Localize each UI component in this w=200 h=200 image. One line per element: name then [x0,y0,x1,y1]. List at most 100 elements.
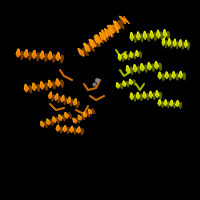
Polygon shape [136,51,139,57]
Polygon shape [91,109,95,114]
Polygon shape [56,125,60,131]
Polygon shape [114,21,124,28]
Polygon shape [52,54,56,62]
Polygon shape [184,40,187,48]
Polygon shape [124,53,127,59]
Polygon shape [157,30,160,38]
Polygon shape [149,91,152,98]
Polygon shape [173,102,176,108]
Polygon shape [137,66,140,74]
Polygon shape [172,72,175,79]
Polygon shape [138,51,142,58]
Polygon shape [73,118,76,123]
Polygon shape [83,112,87,117]
Polygon shape [28,52,32,60]
Polygon shape [67,97,70,104]
Polygon shape [108,25,118,33]
Polygon shape [61,95,64,102]
Polygon shape [76,101,79,108]
Polygon shape [159,92,162,99]
Polygon shape [179,40,182,47]
Polygon shape [82,48,89,56]
Polygon shape [133,34,137,42]
Polygon shape [36,84,40,92]
Polygon shape [126,81,129,87]
Polygon shape [175,73,179,80]
Polygon shape [44,83,48,90]
Polygon shape [158,72,161,79]
Polygon shape [98,36,103,43]
Polygon shape [187,42,190,50]
Polygon shape [168,73,172,80]
Polygon shape [53,117,56,123]
Polygon shape [36,53,40,61]
Polygon shape [70,100,73,106]
Polygon shape [151,64,155,72]
Polygon shape [156,91,159,98]
Polygon shape [101,30,108,40]
Polygon shape [179,102,182,109]
Polygon shape [179,71,182,78]
Polygon shape [44,53,48,62]
Polygon shape [140,94,143,101]
Polygon shape [164,100,167,106]
Polygon shape [153,32,157,41]
Polygon shape [88,43,95,51]
Polygon shape [118,54,121,61]
Polygon shape [143,31,147,40]
Polygon shape [99,32,105,40]
Polygon shape [129,79,133,85]
Polygon shape [41,121,44,127]
Polygon shape [146,93,149,100]
Polygon shape [40,51,44,59]
Polygon shape [56,52,60,61]
Polygon shape [167,102,170,108]
Polygon shape [130,67,133,75]
Polygon shape [94,36,100,43]
Polygon shape [165,40,168,48]
Polygon shape [105,29,110,36]
Polygon shape [132,80,136,85]
Polygon shape [66,127,70,134]
Polygon shape [133,64,137,72]
Polygon shape [170,100,173,106]
Polygon shape [120,83,123,89]
Polygon shape [90,39,96,48]
Polygon shape [176,100,179,107]
Polygon shape [158,63,162,70]
Polygon shape [107,29,114,36]
Polygon shape [70,126,73,133]
Polygon shape [103,30,112,37]
Polygon shape [59,127,63,133]
Polygon shape [121,55,124,61]
Polygon shape [60,55,64,63]
Polygon shape [89,39,95,47]
Polygon shape [158,99,161,106]
Polygon shape [126,66,130,73]
Polygon shape [117,21,124,29]
Polygon shape [116,83,120,88]
Polygon shape [143,92,146,99]
Polygon shape [107,25,114,37]
Polygon shape [32,83,36,91]
Polygon shape [73,128,77,134]
Polygon shape [59,115,62,121]
Polygon shape [173,39,176,47]
Polygon shape [86,112,90,117]
Polygon shape [123,81,126,87]
Polygon shape [52,81,56,89]
Polygon shape [84,43,89,51]
Polygon shape [118,16,125,28]
Polygon shape [88,43,93,51]
Polygon shape [167,31,170,40]
Polygon shape [133,94,136,101]
Polygon shape [161,74,165,81]
Polygon shape [80,129,84,135]
Polygon shape [110,25,115,33]
Polygon shape [78,115,82,120]
Polygon shape [130,52,133,58]
Polygon shape [182,42,184,49]
Polygon shape [76,118,79,123]
Polygon shape [47,119,50,125]
Polygon shape [58,96,61,103]
